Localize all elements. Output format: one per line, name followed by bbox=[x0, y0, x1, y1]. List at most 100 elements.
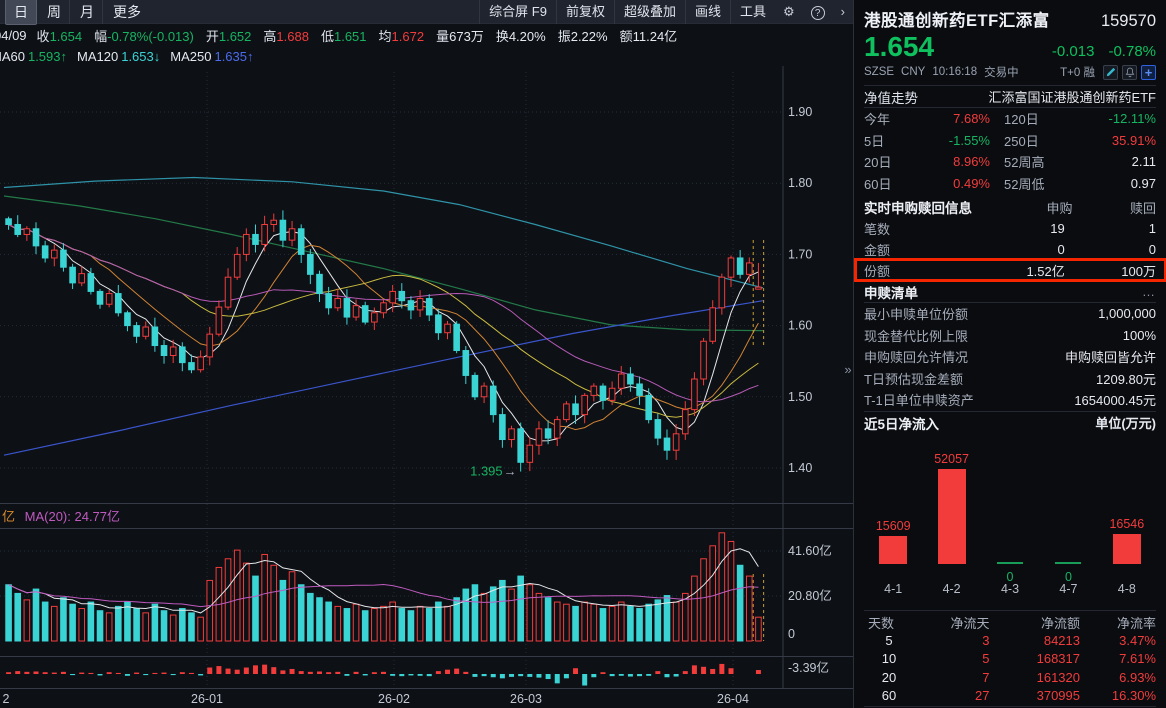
stat-量: 量673万 bbox=[436, 26, 496, 45]
netflow-zero-line bbox=[997, 561, 1024, 564]
nav-row: 60日 0.49% 52周低 0.97 bbox=[864, 173, 1156, 195]
shenshu-more-button[interactable]: … bbox=[1142, 284, 1156, 299]
stat-label: 开 bbox=[205, 28, 219, 44]
chart-toolbar: 日周月更多 综合屏 F9 前复权 超级叠加 画线 工具 ⚙? › bbox=[0, 0, 853, 25]
tab-日[interactable]: 日 bbox=[5, 0, 37, 25]
shenshu-rows: 最小申赎单位份额 1,000,000 现金替代比例上限 100% 申购赎回允许情况 申购赎… bbox=[864, 303, 1156, 411]
stat-高: 高1.688 bbox=[263, 26, 321, 45]
exchange-label: SZSE bbox=[864, 66, 895, 78]
table-cell: 370995 bbox=[1036, 688, 1080, 704]
stat-label: 收 bbox=[36, 28, 50, 44]
list-row: T-1日单位申赎资产 1654000.45元 bbox=[864, 389, 1156, 411]
svg-text:1.90: 1.90 bbox=[788, 105, 812, 119]
stat-label: 振 bbox=[557, 28, 571, 44]
redeem-value: 1 bbox=[1148, 221, 1156, 236]
nav-section-header: 净值走势 汇添富国证港股通创新药ETF bbox=[864, 86, 1156, 108]
market-status: 交易中 bbox=[984, 67, 1019, 79]
netflow-date: 4-2 bbox=[942, 581, 961, 596]
menu-tools[interactable]: 工具 bbox=[729, 0, 775, 24]
more-icon[interactable]: › bbox=[833, 0, 853, 24]
help-icon-glyph: ? bbox=[810, 5, 825, 20]
table-cell: 5 bbox=[885, 632, 893, 648]
svg-text:1.70: 1.70 bbox=[788, 247, 812, 261]
stat-value: -0.78%(-0.013) bbox=[107, 28, 194, 44]
header-cell: 净流额 bbox=[1040, 615, 1080, 631]
list-value: 100% bbox=[1122, 327, 1156, 343]
netflow-plot: 16546 bbox=[1098, 436, 1156, 564]
period-tabs: 日周月更多 bbox=[0, 0, 150, 25]
table-cell: 3 bbox=[982, 632, 990, 648]
stat-value: 1.651 bbox=[333, 28, 367, 44]
netflow-table: 天数 净流天 净流额 净流率 5 3 84213 3.47% 10 5 168317 7.61% 20 7… bbox=[864, 609, 1156, 706]
netflow-date: 4-8 bbox=[1117, 581, 1136, 596]
realtime-row-笔数: 笔数 19 1 bbox=[864, 218, 1156, 239]
panel-collapse-handle[interactable]: » bbox=[844, 361, 852, 377]
table-cell: 168317 bbox=[1036, 651, 1080, 667]
stat-value: 11.24亿 bbox=[632, 28, 678, 44]
subscribe-value: 19 bbox=[1050, 221, 1065, 236]
alert-bell-icon[interactable] bbox=[1122, 64, 1137, 80]
netflow-table-header: 天数 净流天 净流额 净流率 bbox=[864, 613, 1156, 632]
svg-text:-3.39亿: -3.39亿 bbox=[788, 660, 829, 675]
bar-date: 04/09 bbox=[0, 27, 27, 43]
stat-均: 均1.672 bbox=[379, 26, 437, 45]
realtime-section-header: 实时申购赎回信息 申购 赎回 bbox=[864, 196, 1156, 218]
edit-icon[interactable] bbox=[1103, 64, 1118, 80]
stat-收: 收1.654 bbox=[37, 26, 95, 45]
menu-super-overlay[interactable]: 超级叠加 bbox=[613, 0, 685, 24]
tab-周[interactable]: 周 bbox=[39, 0, 70, 24]
svg-text:26-02: 26-02 bbox=[378, 692, 410, 706]
ma-label: MA60 bbox=[0, 48, 25, 64]
shenshu-title: 申赎清单 bbox=[864, 285, 918, 301]
svg-text:→: → bbox=[504, 464, 517, 479]
tab-月[interactable]: 月 bbox=[72, 0, 103, 24]
ma-value: 1.635↑ bbox=[214, 48, 254, 64]
svg-text:1.40: 1.40 bbox=[788, 461, 812, 475]
stat-低: 低1.651 bbox=[321, 26, 379, 45]
nav-value: -12.11% bbox=[1108, 111, 1156, 127]
nav-value: 35.91% bbox=[1111, 132, 1156, 148]
netflow-plot: 15609 bbox=[864, 436, 922, 564]
nav-label: 52周高 bbox=[1004, 155, 1045, 171]
netflow-zero-line bbox=[1055, 561, 1082, 564]
table-cell: 10 bbox=[881, 651, 897, 667]
list-value: 申购赎回皆允许 bbox=[1064, 350, 1156, 366]
kline-chart[interactable]: 1.90 1.80 1.70 1.60 1.50 1.40 41.60亿 20.80亿 0 -3.… bbox=[0, 66, 853, 708]
stat-label: 均 bbox=[378, 28, 392, 44]
nav-value: 7.68% bbox=[953, 111, 990, 127]
menu-forward-adjust[interactable]: 前复权 bbox=[555, 0, 614, 24]
nav-value: 0.97 bbox=[1130, 175, 1156, 191]
add-watchlist-icon[interactable]: + bbox=[1141, 64, 1156, 80]
netflow-plot: 0 bbox=[981, 436, 1039, 584]
netflow-value: 0 bbox=[1006, 569, 1014, 584]
volume-pane-label: 亿 MA(20): 24.77亿 bbox=[2, 506, 120, 525]
menu-drawline[interactable]: 画线 bbox=[684, 0, 730, 24]
help-icon[interactable]: ? bbox=[803, 0, 833, 24]
kline-chart-canvas[interactable]: 1.90 1.80 1.70 1.60 1.50 1.40 41.60亿 20.80亿 0 -3.… bbox=[0, 66, 853, 708]
table-cell: 27 bbox=[974, 688, 990, 704]
settings-icon[interactable]: ⚙ bbox=[775, 0, 803, 24]
ma-label: MA120 bbox=[77, 48, 119, 64]
security-name: 港股通创新药ETF汇添富 bbox=[864, 12, 1050, 30]
table-row: 5 3 84213 3.47% bbox=[864, 631, 1156, 650]
svg-text:26-01: 26-01 bbox=[191, 692, 223, 706]
table-cell: 60 bbox=[881, 688, 897, 704]
stat-振: 振2.22% bbox=[558, 26, 620, 45]
ma-value: 1.653↓ bbox=[121, 48, 161, 64]
netflow-title: 近5日净流入 bbox=[864, 416, 940, 432]
realtime-row-份额: 份额 1.52亿 100万 bbox=[854, 258, 1166, 282]
svg-text:20.80亿: 20.80亿 bbox=[788, 588, 832, 603]
col-subscribe: 申购 bbox=[1046, 200, 1073, 216]
menu-composite[interactable]: 综合屏 F9 bbox=[479, 0, 556, 24]
nav-row: 5日 -1.55% 250日 35.91% bbox=[864, 130, 1156, 152]
table-cell: 7 bbox=[982, 669, 990, 685]
netflow-bar bbox=[1112, 533, 1141, 564]
stat-开: 开1.652 bbox=[206, 26, 264, 45]
svg-text:26-04: 26-04 bbox=[717, 692, 749, 706]
list-label: T日预估现金差额 bbox=[864, 371, 963, 387]
stat-value: 2.22% bbox=[570, 28, 608, 44]
tab-更多[interactable]: 更多 bbox=[113, 3, 141, 20]
stat-换: 换4.20% bbox=[496, 26, 558, 45]
top-menu: 综合屏 F9 前复权 超级叠加 画线 工具 ⚙? › bbox=[479, 0, 853, 24]
